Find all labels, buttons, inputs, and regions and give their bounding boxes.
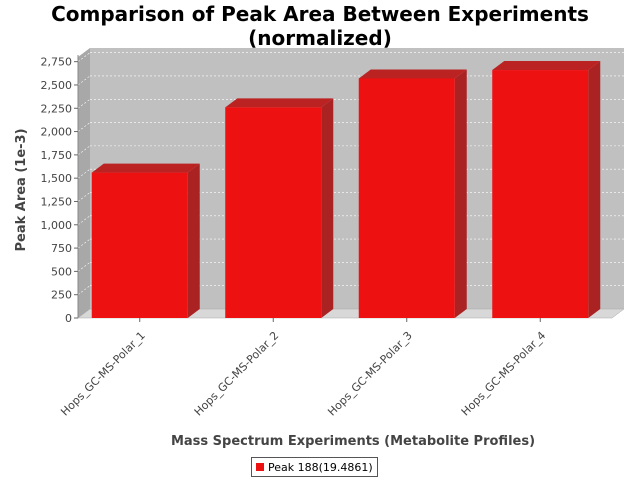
gridline-diagonal — [77, 145, 91, 156]
legend-label: Peak 188(19.4861) — [268, 460, 373, 474]
x-axis-label: Mass Spectrum Experiments (Metabolite Pr… — [171, 434, 535, 449]
y-axis: 0 250 500 750 1,000 1,250 1,500 1,750 2,000 2,250… — [41, 55, 79, 325]
gridline-diagonal — [77, 75, 91, 86]
x-tick-label: Hops_GC-MS-Polar_2 — [192, 329, 282, 419]
gridline-diagonal — [77, 122, 91, 132]
y-axis-label: Peak Area (1e-3) — [14, 128, 29, 251]
bar-top — [492, 61, 601, 71]
bar-side — [454, 69, 467, 318]
legend: Peak 188(19.4861) — [251, 457, 378, 477]
gridline-diagonal — [77, 262, 91, 272]
bar-side — [321, 98, 334, 318]
plot-left-wall — [78, 48, 90, 318]
bar — [358, 78, 455, 318]
y-tick-label: 2,000 — [41, 126, 73, 139]
bars — [91, 61, 601, 319]
gridline-diagonal — [77, 192, 91, 202]
y-tick-label: 250 — [51, 289, 72, 302]
bar — [91, 172, 188, 318]
y-tick-label: 500 — [51, 265, 72, 278]
y-tick-label: 2,750 — [41, 56, 73, 69]
bar-top — [91, 163, 200, 173]
y-tick-label: 1,250 — [41, 195, 73, 208]
x-tick-label: Hops_GC-MS-Polar_1 — [58, 329, 148, 419]
y-tick-label: 2,500 — [41, 79, 73, 92]
bar — [492, 70, 589, 318]
x-axis: Hops_GC-MS-Polar_1 Hops_GC-MS-Polar_2 Hops… — [58, 318, 548, 418]
y-tick-label: 2,250 — [41, 102, 73, 115]
gridline-diagonal — [77, 168, 91, 179]
bar — [225, 107, 322, 318]
y-tick-label: 1,750 — [41, 149, 73, 162]
gridline-diagonal — [77, 99, 91, 109]
gridline-diagonal — [77, 238, 91, 249]
chart-title: Comparison of Peak Area Between Experime… — [0, 2, 640, 50]
bar-top — [358, 69, 467, 79]
gridline-diagonal — [77, 215, 91, 226]
y-tick-label: 750 — [51, 242, 72, 255]
bar-side — [588, 61, 601, 319]
x-tick-label: Hops_GC-MS-Polar_3 — [325, 329, 415, 419]
gridline-diagonal — [77, 52, 91, 62]
y-tick-label: 0 — [65, 312, 72, 325]
chart-title-line-2: (normalized) — [248, 26, 392, 50]
bar-side — [187, 163, 200, 318]
chart-title-line-1: Comparison of Peak Area Between Experime… — [51, 2, 589, 26]
y-tick-label: 1,000 — [41, 219, 73, 232]
x-tick-label: Hops_GC-MS-Polar_4 — [459, 329, 549, 419]
legend-swatch — [256, 463, 264, 471]
y-tick-label: 1,500 — [41, 172, 73, 185]
gridline-diagonal — [77, 285, 91, 295]
bar-top — [225, 98, 334, 108]
